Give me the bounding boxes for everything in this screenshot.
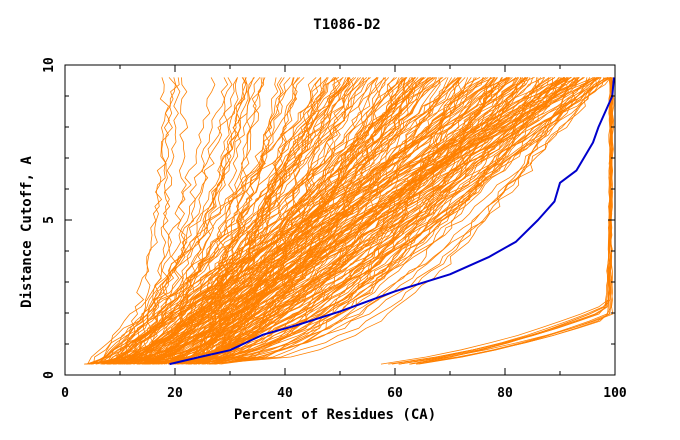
background-series-line bbox=[147, 77, 540, 365]
background-series-line bbox=[214, 77, 608, 365]
background-series-line bbox=[145, 77, 561, 365]
x-tick-label: 20 bbox=[167, 386, 183, 401]
background-series-line bbox=[194, 77, 528, 365]
x-tick-label: 60 bbox=[387, 386, 403, 401]
background-series-line bbox=[146, 77, 181, 365]
x-tick-label: 40 bbox=[277, 386, 293, 401]
background-series-line bbox=[175, 77, 299, 365]
background-series-line bbox=[128, 77, 526, 365]
background-series-line bbox=[117, 77, 495, 365]
background-series-line bbox=[204, 77, 386, 365]
background-series-line bbox=[87, 77, 600, 365]
background-series-line bbox=[418, 77, 615, 365]
background-series-line bbox=[106, 77, 403, 365]
background-series-line bbox=[110, 77, 350, 365]
background-series-line bbox=[197, 77, 406, 365]
background-series-line bbox=[91, 77, 432, 365]
background-series-line bbox=[167, 77, 407, 365]
background-series-line bbox=[149, 77, 462, 365]
background-series-line bbox=[199, 77, 298, 365]
background-series-line bbox=[206, 77, 459, 365]
background-series-line bbox=[123, 77, 397, 365]
background-series-line bbox=[149, 77, 568, 365]
background-series-line bbox=[137, 77, 301, 365]
axis-ticks bbox=[64, 64, 616, 376]
background-series-line bbox=[146, 77, 566, 365]
background-series-line bbox=[204, 77, 266, 365]
background-series-line bbox=[142, 77, 247, 365]
background-series-line bbox=[200, 77, 322, 365]
background-series-line bbox=[109, 77, 461, 365]
background-series-line bbox=[85, 77, 498, 365]
background-series-line bbox=[126, 77, 347, 365]
background-series-line bbox=[156, 77, 553, 365]
background-series-line bbox=[193, 77, 597, 365]
background-series-line bbox=[103, 77, 606, 365]
background-series-line bbox=[143, 77, 462, 365]
background-series-line bbox=[138, 77, 585, 365]
background-series-line bbox=[171, 77, 354, 365]
background-series-line bbox=[137, 77, 344, 365]
background-series-line bbox=[185, 77, 599, 365]
background-series-line bbox=[198, 77, 338, 365]
background-series-line bbox=[174, 77, 349, 365]
background-series-line bbox=[195, 77, 364, 365]
chart-title: T1086-D2 bbox=[313, 17, 380, 33]
y-tick-label: 5 bbox=[42, 216, 57, 224]
y-tick-labels: 0 5 10 bbox=[42, 57, 57, 379]
background-series-group bbox=[84, 77, 615, 365]
background-series-line bbox=[120, 77, 529, 365]
background-series-line bbox=[120, 77, 180, 365]
background-series-line bbox=[127, 77, 491, 365]
background-series-line bbox=[215, 77, 414, 365]
x-tick-labels: 0 20 40 60 80 100 bbox=[61, 386, 627, 401]
background-series-line bbox=[206, 77, 378, 365]
background-series-line bbox=[146, 77, 597, 365]
background-series-line bbox=[189, 77, 566, 365]
background-series-line bbox=[103, 77, 416, 365]
background-series-line bbox=[173, 77, 569, 365]
background-series-line bbox=[107, 77, 605, 365]
x-tick-label: 80 bbox=[497, 386, 513, 401]
background-series-line bbox=[90, 77, 248, 365]
background-series-line bbox=[151, 77, 503, 365]
background-series-line bbox=[124, 77, 556, 365]
x-tick-label: 100 bbox=[603, 386, 627, 401]
background-series-line bbox=[208, 77, 562, 365]
background-series-line bbox=[106, 77, 261, 365]
highlight-series-line bbox=[169, 77, 615, 366]
background-series-line bbox=[108, 77, 354, 365]
background-series-line bbox=[123, 77, 265, 365]
background-series-line bbox=[219, 77, 403, 365]
background-series-line bbox=[116, 77, 233, 365]
y-tick-label: 0 bbox=[42, 371, 57, 379]
background-series-line bbox=[388, 77, 613, 365]
background-series-line bbox=[205, 77, 584, 365]
highlight-series-group bbox=[169, 77, 615, 366]
background-series-line bbox=[201, 77, 575, 365]
background-series-line bbox=[170, 77, 611, 365]
background-series-line bbox=[88, 77, 609, 365]
background-series-line bbox=[149, 77, 385, 365]
background-series-line bbox=[117, 77, 523, 365]
y-tick-label: 10 bbox=[42, 57, 57, 73]
x-axis-label: Percent of Residues (CA) bbox=[234, 407, 436, 423]
background-series-line bbox=[134, 77, 229, 365]
background-series-line bbox=[92, 77, 349, 365]
x-tick-label: 0 bbox=[61, 386, 69, 401]
background-series-line bbox=[115, 77, 447, 365]
background-series-line bbox=[409, 77, 614, 365]
background-series-line bbox=[86, 77, 263, 365]
background-series-line bbox=[152, 77, 449, 365]
y-axis-label: Distance Cutoff, A bbox=[19, 156, 35, 308]
background-series-line bbox=[101, 77, 294, 365]
background-series-line bbox=[187, 77, 418, 365]
background-series-line bbox=[126, 77, 216, 365]
background-series-line bbox=[100, 77, 508, 365]
background-series-line bbox=[185, 77, 496, 365]
background-series-line bbox=[163, 77, 351, 365]
background-series-line bbox=[127, 77, 535, 365]
